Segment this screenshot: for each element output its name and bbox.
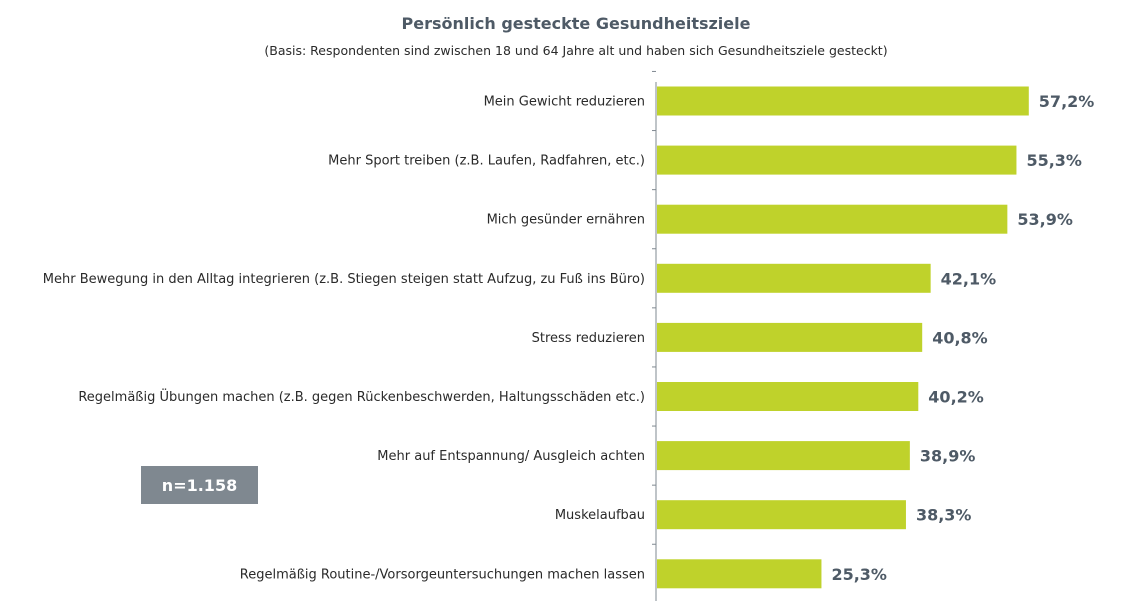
category-label: Mehr Bewegung in den Alltag integrieren … [43,272,645,287]
category-label: Mich gesünder ernähren [487,213,645,228]
chart-title: Persönlich gesteckte Gesundheitsziele [401,14,751,33]
bar [657,145,1017,175]
bar [657,322,923,352]
bar [657,500,906,530]
data-label: 40,8% [932,328,988,347]
bar [657,204,1008,234]
bar [657,382,919,411]
bar [657,441,910,471]
data-label: 38,3% [916,506,972,525]
bar [657,559,822,589]
category-label: Muskelaufbau [555,508,645,523]
category-label: Mehr auf Entspannung/ Ausgleich achten [377,449,645,464]
data-label: 53,9% [1017,210,1073,229]
data-label: 40,2% [928,388,984,407]
category-label: Regelmäßig Übungen machen (z.B. gegen Rü… [78,388,645,405]
category-label: Regelmäßig Routine-/Vorsorgeuntersuchung… [240,567,645,582]
chart-subtitle: (Basis: Respondenten sind zwischen 18 un… [264,43,888,58]
category-label: Stress reduzieren [532,331,645,346]
bar [657,263,931,293]
data-label: 57,2% [1039,92,1095,111]
sample-size-badge: n=1.158 [141,466,258,504]
data-label: 55,3% [1026,151,1082,170]
bar [657,86,1029,116]
data-label: 42,1% [941,269,997,288]
category-label: Mein Gewicht reduzieren [484,95,645,110]
data-label: 25,3% [831,565,887,584]
data-label: 38,9% [920,447,976,466]
sample-size-label: n=1.158 [161,475,238,495]
category-label: Mehr Sport treiben (z.B. Laufen, Radfahr… [328,154,645,169]
